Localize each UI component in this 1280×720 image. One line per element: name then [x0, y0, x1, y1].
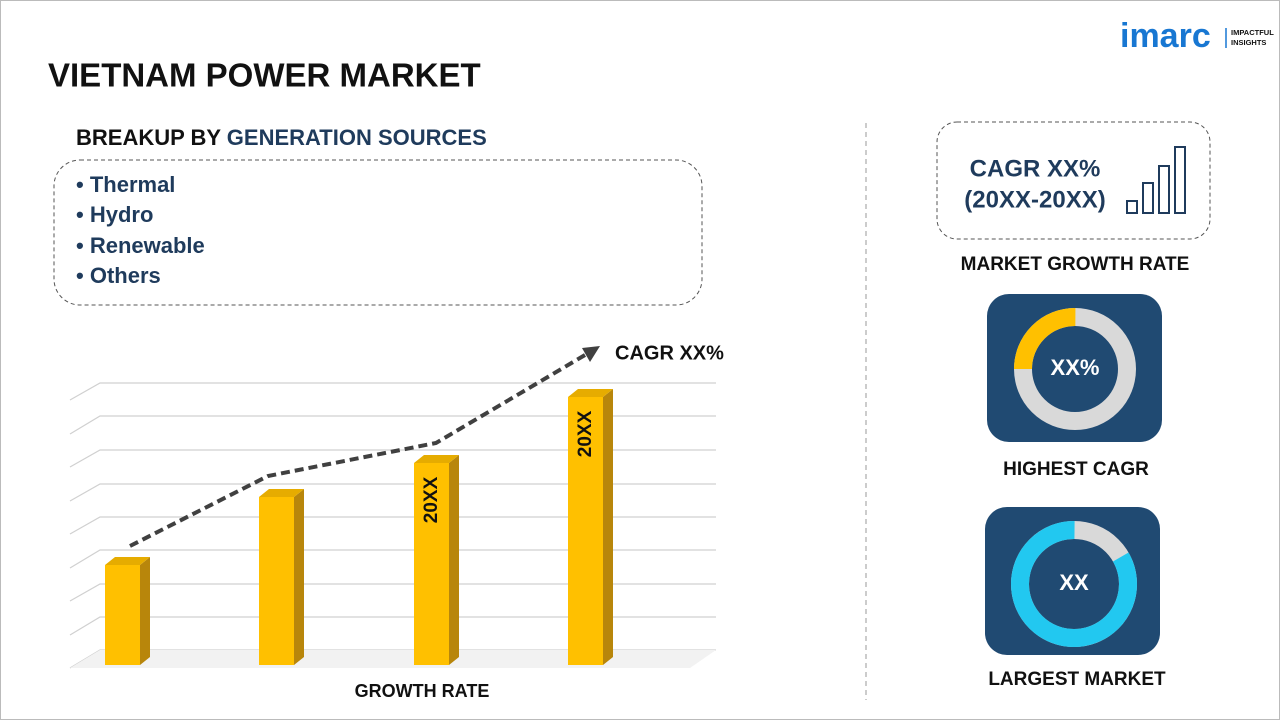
heading-text: BREAKUP BY [76, 125, 221, 150]
card-label: HIGHEST CAGR [1003, 459, 1149, 480]
chart-grid [69, 382, 716, 669]
item-text: Thermal [90, 172, 176, 197]
card-value: XX [1059, 570, 1089, 595]
shape [449, 455, 459, 665]
shape [140, 557, 150, 665]
cagr-box [936, 121, 1211, 240]
list-item: • Renewable [76, 233, 205, 258]
card-label: MARKET GROWTH RATE [961, 254, 1190, 275]
shape [603, 389, 613, 665]
list-item: • Thermal [76, 172, 175, 197]
shape [568, 397, 603, 665]
shape [1142, 182, 1154, 214]
bar [414, 455, 459, 665]
section-heading: BREAKUP BY GENERATION SOURCES [76, 125, 487, 150]
shape [259, 489, 304, 497]
shape [294, 489, 304, 665]
shape [568, 389, 613, 397]
heading-highlight: GENERATION SOURCES [227, 125, 487, 150]
bars [105, 389, 613, 665]
source-list: • Thermal • Hydro • Renewable • Others [76, 172, 205, 288]
chart-annotation: CAGR XX% [615, 342, 724, 364]
item-text: Renewable [90, 233, 205, 258]
arrow-head [582, 346, 600, 362]
item-text: Others [90, 263, 161, 288]
shape [1158, 165, 1170, 214]
floor [70, 650, 716, 668]
bar [259, 489, 304, 665]
shape [105, 557, 150, 565]
title: VIETNAM POWER MARKET [48, 57, 481, 94]
shape [414, 455, 459, 463]
bar [105, 557, 150, 665]
shape [1174, 146, 1186, 214]
trend-arrow [129, 353, 587, 548]
shape [414, 463, 449, 665]
bar-label: 20XX [421, 476, 442, 523]
cagr-period: (20XX-20XX) [964, 186, 1105, 213]
bar-label: 20XX [575, 410, 596, 457]
list-item: • Hydro [76, 202, 153, 227]
cagr-value: CAGR XX% [970, 155, 1101, 182]
shape [105, 565, 140, 665]
list-item: • Others [76, 263, 161, 288]
donut-arc [1014, 308, 1136, 430]
logo-tagline: IMPACTFUL [1231, 28, 1274, 37]
list-box [53, 159, 703, 306]
logo-tagline: INSIGHTS [1231, 38, 1266, 47]
shape [259, 497, 294, 665]
card-label: LARGEST MARKET [988, 669, 1166, 690]
shape [1126, 200, 1138, 214]
bar-icon [1126, 146, 1186, 214]
donut-arc [1011, 521, 1137, 647]
logo: imarc [1120, 17, 1211, 55]
bar [568, 389, 613, 665]
card-value: XX% [1051, 355, 1100, 380]
item-text: Hydro [90, 202, 154, 227]
axis-label: GROWTH RATE [355, 681, 490, 701]
